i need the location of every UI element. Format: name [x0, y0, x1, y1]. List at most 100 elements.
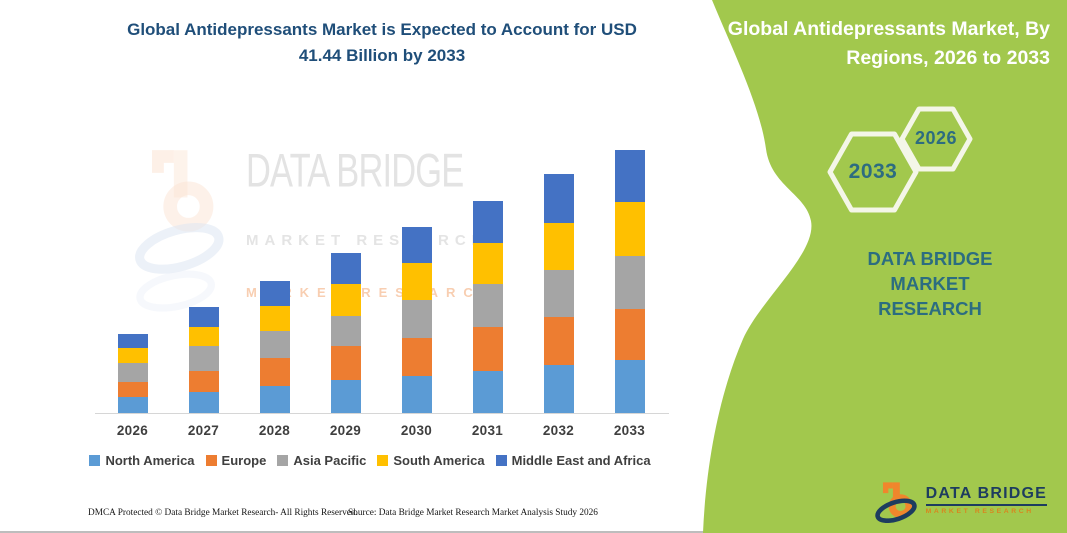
logo-subtitle: MARKET RESEARCH: [925, 507, 1034, 515]
panel-title: Global Antidepressants Market, By Region…: [720, 15, 1050, 73]
bar-segment: [614, 202, 645, 256]
bar-column: [168, 307, 239, 413]
bar-segment: [401, 300, 432, 339]
bar-column: [381, 226, 452, 413]
panel-title-line1: Global Antidepressants Market, By: [727, 18, 1050, 40]
x-axis-label: 2029: [329, 423, 362, 438]
bar-segment: [472, 242, 503, 285]
bar-column: [97, 334, 168, 413]
bar-segment: [614, 150, 645, 203]
bar-segment: [401, 375, 432, 413]
x-axis-label: 2026: [116, 423, 149, 438]
bar-segment: [117, 348, 148, 363]
legend-swatch-icon: [205, 455, 217, 466]
watermark-title: DATA BRIDGE: [246, 144, 464, 197]
bar-segment: [614, 308, 645, 360]
bar-segment: [330, 380, 361, 413]
bar-segment: [330, 315, 361, 347]
data-bridge-logo-icon: [874, 482, 917, 523]
bar-segment: [330, 253, 361, 285]
stacked-bar-2026: [117, 334, 148, 413]
bar-segment: [188, 346, 219, 372]
stacked-bar-2033: [614, 150, 645, 413]
logo-divider: [925, 504, 1047, 506]
stacked-bar-2028: [259, 280, 290, 413]
bar-segment: [401, 263, 432, 301]
stacked-bar-2030: [401, 226, 432, 413]
bar-segment: [543, 317, 574, 365]
bar-segment: [472, 327, 503, 371]
x-axis-line: [95, 413, 669, 414]
bar-column: [239, 280, 310, 413]
bar-column: [523, 174, 594, 413]
bar-segment: [472, 370, 503, 413]
footer-logo: DATA BRIDGE MARKET RESEARCH: [873, 477, 1047, 523]
bottom-border-line: [0, 531, 705, 533]
bar-column: [594, 150, 665, 413]
legend-label: North America: [105, 453, 195, 468]
logo-text: DATA BRIDGE MARKET RESEARCH: [925, 485, 1047, 515]
x-axis-label: 2031: [471, 423, 504, 438]
bar-segment: [259, 385, 290, 413]
x-axis-label: 2032: [542, 423, 575, 438]
chart-legend: North America Europe Asia Pacific South Ame…: [50, 453, 690, 468]
hexagon-label-2033: 2033: [848, 160, 898, 183]
bar-segment: [401, 226, 432, 264]
legend-label: Middle East and Africa: [511, 453, 651, 468]
brand-wordmark-line1: DATA BRIDGE MARKET: [867, 248, 993, 294]
bar-segment: [188, 392, 219, 413]
chart-title-line1: Global Antidepressants Market is Expecte…: [127, 20, 637, 39]
bar-segment: [472, 200, 503, 243]
bar-segment: [401, 338, 432, 376]
legend-swatch-icon: [495, 455, 507, 466]
green-panel-shape: [703, 0, 1067, 533]
legend-label: Asia Pacific: [293, 453, 367, 468]
legend-item: Asia Pacific: [277, 453, 366, 468]
x-axis-label: 2033: [613, 423, 646, 438]
legend-label: South America: [393, 453, 485, 468]
stacked-bar-chart: [97, 143, 665, 413]
x-axis-label: 2028: [258, 423, 291, 438]
bar-segment: [614, 359, 645, 413]
chart-title-line2: 41.44 Billion by 2033: [298, 46, 466, 65]
bar-segment: [472, 284, 503, 328]
bar-segment: [259, 357, 290, 386]
bar-segment: [259, 331, 290, 358]
legend-item: Middle East and Africa: [495, 453, 651, 468]
bar-segment: [117, 334, 148, 349]
bar-segment: [188, 307, 219, 328]
bar-segment: [614, 255, 645, 309]
bar-segment: [330, 284, 361, 316]
stacked-bar-2032: [543, 174, 574, 413]
bar-segment: [543, 364, 574, 413]
bar-segment: [259, 280, 290, 306]
logo-name: DATA BRIDGE: [925, 485, 1047, 503]
hexagon-2026-icon: [899, 106, 973, 172]
legend-label: Europe: [221, 453, 267, 468]
bar-segment: [259, 305, 290, 332]
hexagon-label-2026: 2026: [914, 128, 958, 148]
bar-segment: [188, 327, 219, 347]
stacked-bar-2031: [472, 200, 503, 413]
legend-item: South America: [377, 453, 485, 468]
hexagon-2033-icon: [827, 131, 919, 213]
bar-segment: [188, 371, 219, 393]
brand-wordmark-line2: RESEARCH: [878, 298, 982, 319]
bar-segment: [330, 346, 361, 380]
stacked-bar-2027: [188, 307, 219, 413]
bar-segment: [543, 223, 574, 270]
bar-segment: [117, 362, 148, 382]
legend-swatch-icon: [277, 455, 289, 466]
legend-item: Europe: [205, 453, 267, 468]
stacked-bar-2029: [330, 253, 361, 413]
brand-wordmark: DATA BRIDGE MARKET RESEARCH: [830, 246, 1030, 321]
x-axis-label: 2027: [187, 423, 220, 438]
x-axis-label: 2030: [400, 423, 433, 438]
legend-swatch-icon: [377, 455, 389, 466]
bar-segment: [117, 381, 148, 398]
footer-source-text: Source: Data Bridge Market Research Mark…: [348, 508, 598, 518]
panel-title-line2: Regions, 2026 to 2033: [846, 47, 1050, 69]
legend-item: North America: [89, 453, 195, 468]
